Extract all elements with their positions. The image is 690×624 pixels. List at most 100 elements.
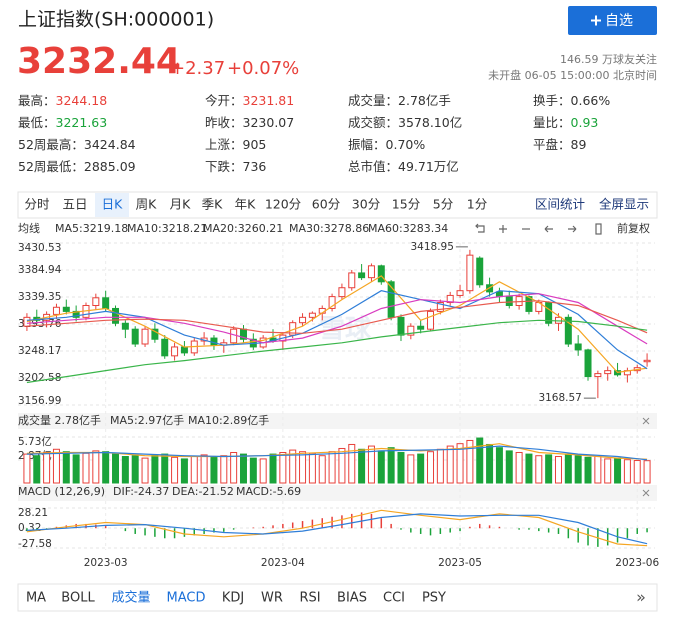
period-tab[interactable]: 季K (202, 197, 224, 212)
period-tab[interactable]: 周K (136, 197, 158, 212)
y-tick-label: 28.21 (18, 507, 48, 519)
volume-header-bg (18, 413, 657, 429)
volume-bar (43, 451, 51, 484)
stat: 成交额：3578.10亿 (348, 115, 462, 130)
volume-bar (515, 451, 523, 484)
legend-entry: MA5:2.97亿手 (110, 413, 184, 427)
period-tab[interactable]: 15分 (392, 197, 420, 212)
period-tab[interactable]: 30分 (352, 197, 380, 212)
tab-link[interactable]: 区间统计 (535, 197, 585, 212)
period-tab[interactable]: 120分 (265, 197, 301, 212)
stat: 平盘：89 (533, 137, 586, 152)
indicator-line (26, 275, 648, 374)
candle-body (328, 296, 336, 309)
candle-body (436, 302, 444, 312)
change-pct: +0.07% (227, 58, 299, 79)
stat: 今开：3231.81 (205, 93, 294, 108)
tab-link[interactable]: 全屏显示 (599, 197, 649, 212)
y-tick-label: 3384.94 (18, 264, 62, 276)
period-tab[interactable]: 60分 (312, 197, 340, 212)
candle-body (171, 346, 179, 357)
period-tab[interactable]: 分时 (24, 197, 50, 212)
volume-bar (249, 457, 257, 484)
stat-label: 52周最低： (18, 159, 84, 174)
close-icons[interactable] (642, 417, 650, 497)
add-watchlist-button[interactable]: 自选 (568, 6, 657, 35)
candle-body (112, 307, 120, 324)
volume-bar (525, 453, 533, 484)
stat-value: 905 (243, 137, 267, 152)
indicator-tab[interactable]: WR (261, 591, 283, 606)
more-indicators[interactable]: » (636, 588, 646, 607)
indicator-tab[interactable]: 成交量 (111, 590, 150, 606)
candle-body (151, 328, 159, 340)
period-tab[interactable]: 1分 (467, 197, 487, 212)
left-icon[interactable] (544, 225, 553, 233)
volume-bar (505, 450, 513, 484)
indicator-tab[interactable]: RSI (299, 591, 320, 606)
candle-body (358, 272, 366, 279)
volume-bar (289, 449, 297, 484)
stat: 最低：3221.63 (18, 115, 107, 130)
indicator-tab[interactable]: PSY (422, 591, 446, 606)
reset-icon[interactable] (475, 223, 485, 233)
candle-body (377, 265, 385, 283)
indicator-tab[interactable]: BOLL (61, 591, 95, 606)
period-tab[interactable]: 月K (170, 197, 192, 212)
stat-value: 2.78亿手 (398, 93, 451, 108)
indicator-tab[interactable]: BIAS (337, 591, 367, 606)
y-tick-label: 3339.35 (18, 291, 61, 303)
x-tick-label: 2023-03 (84, 557, 128, 569)
legend-entry: MA60:3283.34 (368, 222, 448, 235)
indicator-line (26, 509, 648, 547)
volume-bar (574, 455, 582, 484)
stat-label: 最低： (18, 115, 56, 130)
indicator-line (26, 290, 648, 370)
active-tab-bg (95, 193, 129, 217)
chart-tools[interactable] (475, 223, 602, 235)
zoom-in-icon[interactable] (499, 225, 507, 233)
indicator-line (26, 443, 648, 460)
right-icon[interactable] (568, 225, 577, 233)
followers: 146.59 万球友关注 (560, 52, 657, 66)
candle-body (348, 272, 356, 289)
volume-bar (387, 447, 395, 484)
indicator-tab[interactable]: CCI (383, 591, 405, 606)
stat: 换手：0.66% (533, 93, 610, 108)
adjust-mode[interactable]: 前复权 (617, 221, 650, 235)
indicator-tab[interactable]: MACD (167, 591, 206, 606)
close-macd[interactable] (642, 489, 650, 497)
volume-bar (535, 455, 543, 484)
candle-body (367, 265, 375, 279)
market-status: 未开盘 06-05 15:00:00 北京时间 (488, 68, 657, 82)
volume-bar (328, 451, 336, 484)
adjust-icon[interactable] (595, 223, 602, 235)
stat-value: 49.71万亿 (398, 159, 459, 174)
legend-entry: DIF:-24.37 (113, 485, 169, 498)
macd-title: MACD (12,26,9) (18, 485, 105, 498)
candle-body (417, 325, 425, 330)
volume-bar (318, 455, 326, 484)
volume-bar (486, 443, 494, 484)
stat-label: 昨收： (205, 115, 243, 130)
period-tab[interactable]: 5分 (433, 197, 453, 212)
period-tab[interactable]: 年K (235, 197, 257, 212)
y-tick-label: -27.58 (18, 538, 52, 550)
volume-bar (476, 437, 484, 484)
stat-label: 上涨： (205, 137, 243, 152)
indicator-line (26, 445, 648, 461)
indicator-tab[interactable]: KDJ (222, 591, 244, 606)
close-volume[interactable] (642, 417, 650, 425)
legend-entry: MA30:3278.86 (289, 222, 369, 235)
period-tab[interactable]: 日K (102, 197, 124, 212)
button-bg[interactable] (568, 6, 657, 35)
indicator-tab[interactable]: MA (26, 591, 46, 606)
x-tick-label: 2023-05 (438, 557, 482, 569)
macd-legend: MACD:-5.69 (236, 485, 301, 498)
stat-value: 3221.63 (56, 115, 108, 130)
button-label[interactable]: 自选 (605, 13, 633, 29)
volume-bar (82, 452, 90, 484)
legend-entry: MA5:3219.18 (55, 222, 128, 235)
period-tab[interactable]: 五日 (62, 197, 87, 212)
candle-body (584, 349, 592, 378)
